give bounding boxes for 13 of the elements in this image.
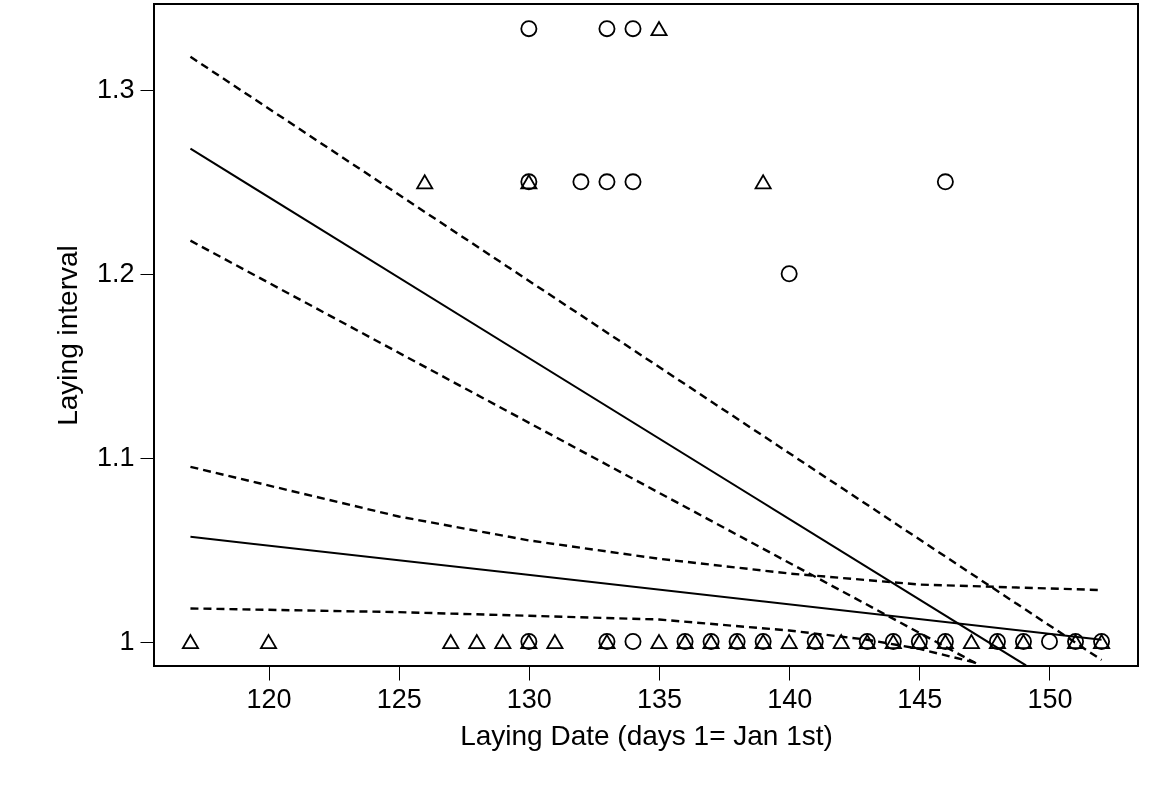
y-tick-label: 1.2 (96, 258, 135, 289)
x-tick-label: 145 (897, 683, 943, 714)
x-tick-label: 140 (767, 683, 813, 714)
y-axis-title: Laying interval (51, 245, 83, 426)
x-tick-label: 135 (636, 683, 683, 714)
x-tick-label: 120 (246, 683, 292, 714)
x-axis-title: Laying Date (days 1= Jan 1st) (460, 719, 833, 751)
x-tick-label: 130 (506, 683, 552, 714)
y-tick-label: 1 (119, 626, 135, 657)
y-tick-label: 1.1 (96, 442, 135, 473)
y-tick-label: 1.3 (96, 74, 135, 105)
x-tick-label: 150 (1027, 683, 1073, 714)
x-tick-label: 125 (376, 683, 422, 714)
